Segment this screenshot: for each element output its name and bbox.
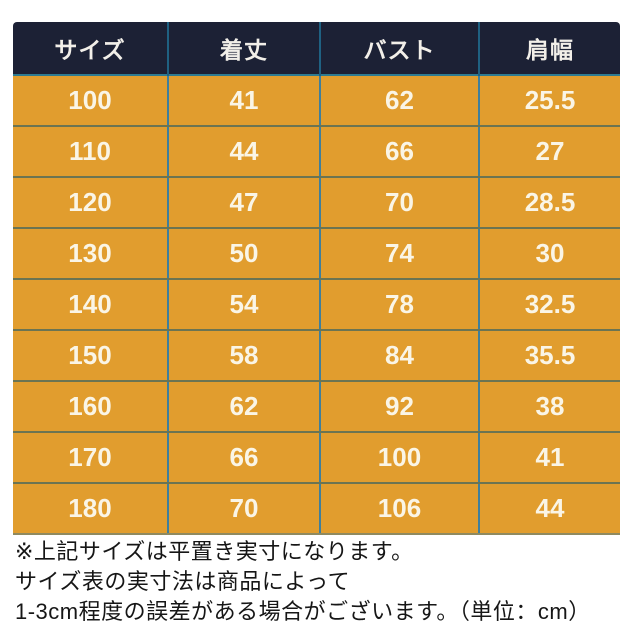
- table-cell: 47: [168, 177, 321, 229]
- header-cell-shoulder: 肩幅: [479, 22, 620, 75]
- table-body: 100 41 62 25.5 110 44 66 27 120 47 70 28.5 130 50 74 30…: [13, 75, 620, 535]
- table-row: 160 62 92 38: [13, 381, 620, 433]
- table-row: 100 41 62 25.5: [13, 75, 620, 127]
- table-cell: 25.5: [479, 75, 620, 127]
- note-line-1: ※上記サイズは平置き実寸になります。: [15, 539, 414, 564]
- table-cell: 130: [13, 228, 169, 280]
- table-cell: 54: [168, 279, 321, 331]
- table-cell: 27: [479, 126, 620, 178]
- table-cell: 106: [320, 483, 480, 535]
- table-cell: 84: [320, 330, 480, 382]
- header-cell-bust: バスト: [320, 22, 480, 75]
- table-row: 130 50 74 30: [13, 228, 620, 280]
- table-header-row: サイズ 着丈 バスト 肩幅: [13, 22, 620, 75]
- table-cell: 70: [168, 483, 321, 535]
- table-cell: 58: [168, 330, 321, 382]
- size-notes: ※上記サイズは平置き実寸になります。 サイズ表の実寸法は商品によって 1-3cm…: [15, 537, 591, 627]
- header-cell-size: サイズ: [13, 22, 169, 75]
- table-row: 170 66 100 41: [13, 432, 620, 484]
- table-cell: 70: [320, 177, 480, 229]
- note-line-2: サイズ表の実寸法は商品によって: [15, 569, 351, 594]
- table-cell: 41: [479, 432, 620, 484]
- table-row: 110 44 66 27: [13, 126, 620, 178]
- table-cell: 78: [320, 279, 480, 331]
- table-cell: 50: [168, 228, 321, 280]
- table-cell: 44: [168, 126, 321, 178]
- table-cell: 35.5: [479, 330, 620, 382]
- table-cell: 160: [13, 381, 169, 433]
- table-cell: 92: [320, 381, 480, 433]
- table-cell: 44: [479, 483, 620, 535]
- table-cell: 150: [13, 330, 169, 382]
- table-cell: 28.5: [479, 177, 620, 229]
- note-line-3: 1-3cm程度の誤差がある場合がございます。（単位：cm）: [15, 599, 591, 624]
- table-cell: 38: [479, 381, 620, 433]
- table-cell: 100: [13, 75, 169, 127]
- table-cell: 100: [320, 432, 480, 484]
- table-cell: 180: [13, 483, 169, 535]
- table-cell: 32.5: [479, 279, 620, 331]
- table-row: 120 47 70 28.5: [13, 177, 620, 229]
- table-cell: 66: [320, 126, 480, 178]
- table-row: 140 54 78 32.5: [13, 279, 620, 331]
- table-cell: 30: [479, 228, 620, 280]
- table-cell: 66: [168, 432, 321, 484]
- table-row: 180 70 106 44: [13, 483, 620, 535]
- size-chart-table: サイズ 着丈 バスト 肩幅 100 41 62 25.5 110 44 66 27 120 47 7…: [13, 22, 620, 535]
- header-cell-length: 着丈: [168, 22, 321, 75]
- table-row: 150 58 84 35.5: [13, 330, 620, 382]
- table-cell: 74: [320, 228, 480, 280]
- table-cell: 62: [320, 75, 480, 127]
- table-cell: 140: [13, 279, 169, 331]
- table-cell: 62: [168, 381, 321, 433]
- table-cell: 110: [13, 126, 169, 178]
- table-cell: 170: [13, 432, 169, 484]
- table-cell: 41: [168, 75, 321, 127]
- table-cell: 120: [13, 177, 169, 229]
